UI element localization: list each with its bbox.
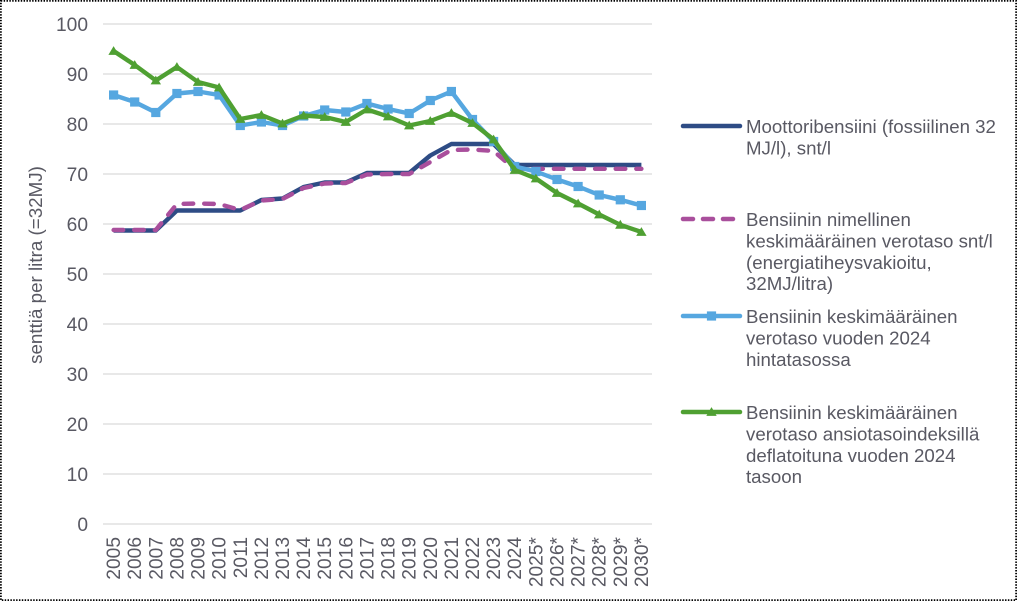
svg-text:32MJ/litra): 32MJ/litra) — [746, 273, 833, 294]
svg-text:Bensiinin nimellinen: Bensiinin nimellinen — [746, 209, 911, 230]
svg-text:2013: 2013 — [273, 537, 294, 580]
svg-text:60: 60 — [67, 215, 88, 236]
svg-text:(energiatiheysvakioitu,: (energiatiheysvakioitu, — [746, 252, 932, 273]
svg-text:80: 80 — [67, 115, 88, 136]
svg-text:20: 20 — [67, 415, 88, 436]
svg-text:2023: 2023 — [484, 537, 505, 580]
svg-text:70: 70 — [67, 165, 88, 186]
svg-text:2009: 2009 — [189, 537, 210, 580]
svg-text:50: 50 — [67, 265, 88, 286]
svg-text:2028*: 2028* — [590, 536, 611, 587]
svg-text:2020: 2020 — [421, 537, 442, 580]
svg-text:100: 100 — [56, 15, 88, 36]
svg-text:keskimääräinen verotaso snt/l: keskimääräinen verotaso snt/l — [746, 230, 993, 251]
svg-text:2016: 2016 — [336, 537, 357, 580]
svg-text:MJ/l), snt/l: MJ/l), snt/l — [746, 137, 831, 158]
svg-text:2011: 2011 — [231, 537, 252, 578]
svg-text:2024: 2024 — [505, 537, 526, 580]
svg-text:2005: 2005 — [104, 537, 125, 580]
svg-text:2018: 2018 — [379, 537, 400, 580]
svg-text:Bensiinin keskimääräinen: Bensiinin keskimääräinen — [746, 402, 958, 423]
svg-text:2007: 2007 — [146, 537, 167, 580]
svg-text:2012: 2012 — [252, 537, 273, 580]
svg-text:deflatoituna vuoden 2024: deflatoituna vuoden 2024 — [746, 445, 956, 466]
svg-text:2029*: 2029* — [611, 536, 632, 587]
svg-text:2030*: 2030* — [632, 536, 653, 587]
svg-text:2025*: 2025* — [526, 536, 547, 587]
svg-text:hintatasossa: hintatasossa — [746, 349, 851, 370]
svg-text:2021: 2021 — [442, 537, 463, 580]
svg-text:senttiä per litra (=32MJ): senttiä per litra (=32MJ) — [25, 166, 46, 364]
svg-text:Bensiinin keskimääräinen: Bensiinin keskimääräinen — [746, 306, 958, 327]
svg-text:tasoon: tasoon — [746, 466, 802, 487]
svg-text:Moottoribensiini (fossiilinen: Moottoribensiini (fossiilinen 32 — [746, 116, 996, 137]
svg-text:10: 10 — [67, 465, 88, 486]
svg-text:2015: 2015 — [315, 537, 336, 580]
svg-text:2017: 2017 — [357, 537, 378, 580]
svg-text:2027*: 2027* — [569, 536, 590, 587]
svg-text:verotaso ansiotasoindeksillä: verotaso ansiotasoindeksillä — [746, 423, 980, 444]
svg-text:verotaso vuoden 2024: verotaso vuoden 2024 — [746, 327, 931, 348]
svg-text:2026*: 2026* — [548, 536, 569, 587]
svg-text:2006: 2006 — [125, 537, 146, 580]
svg-text:30: 30 — [67, 365, 88, 386]
svg-text:2014: 2014 — [294, 537, 315, 580]
svg-text:0: 0 — [77, 515, 88, 536]
svg-text:40: 40 — [67, 315, 88, 336]
svg-text:90: 90 — [67, 65, 88, 86]
svg-text:2022: 2022 — [463, 537, 484, 580]
svg-text:2008: 2008 — [167, 537, 188, 580]
svg-text:2019: 2019 — [400, 537, 421, 580]
svg-text:2010: 2010 — [210, 537, 231, 580]
